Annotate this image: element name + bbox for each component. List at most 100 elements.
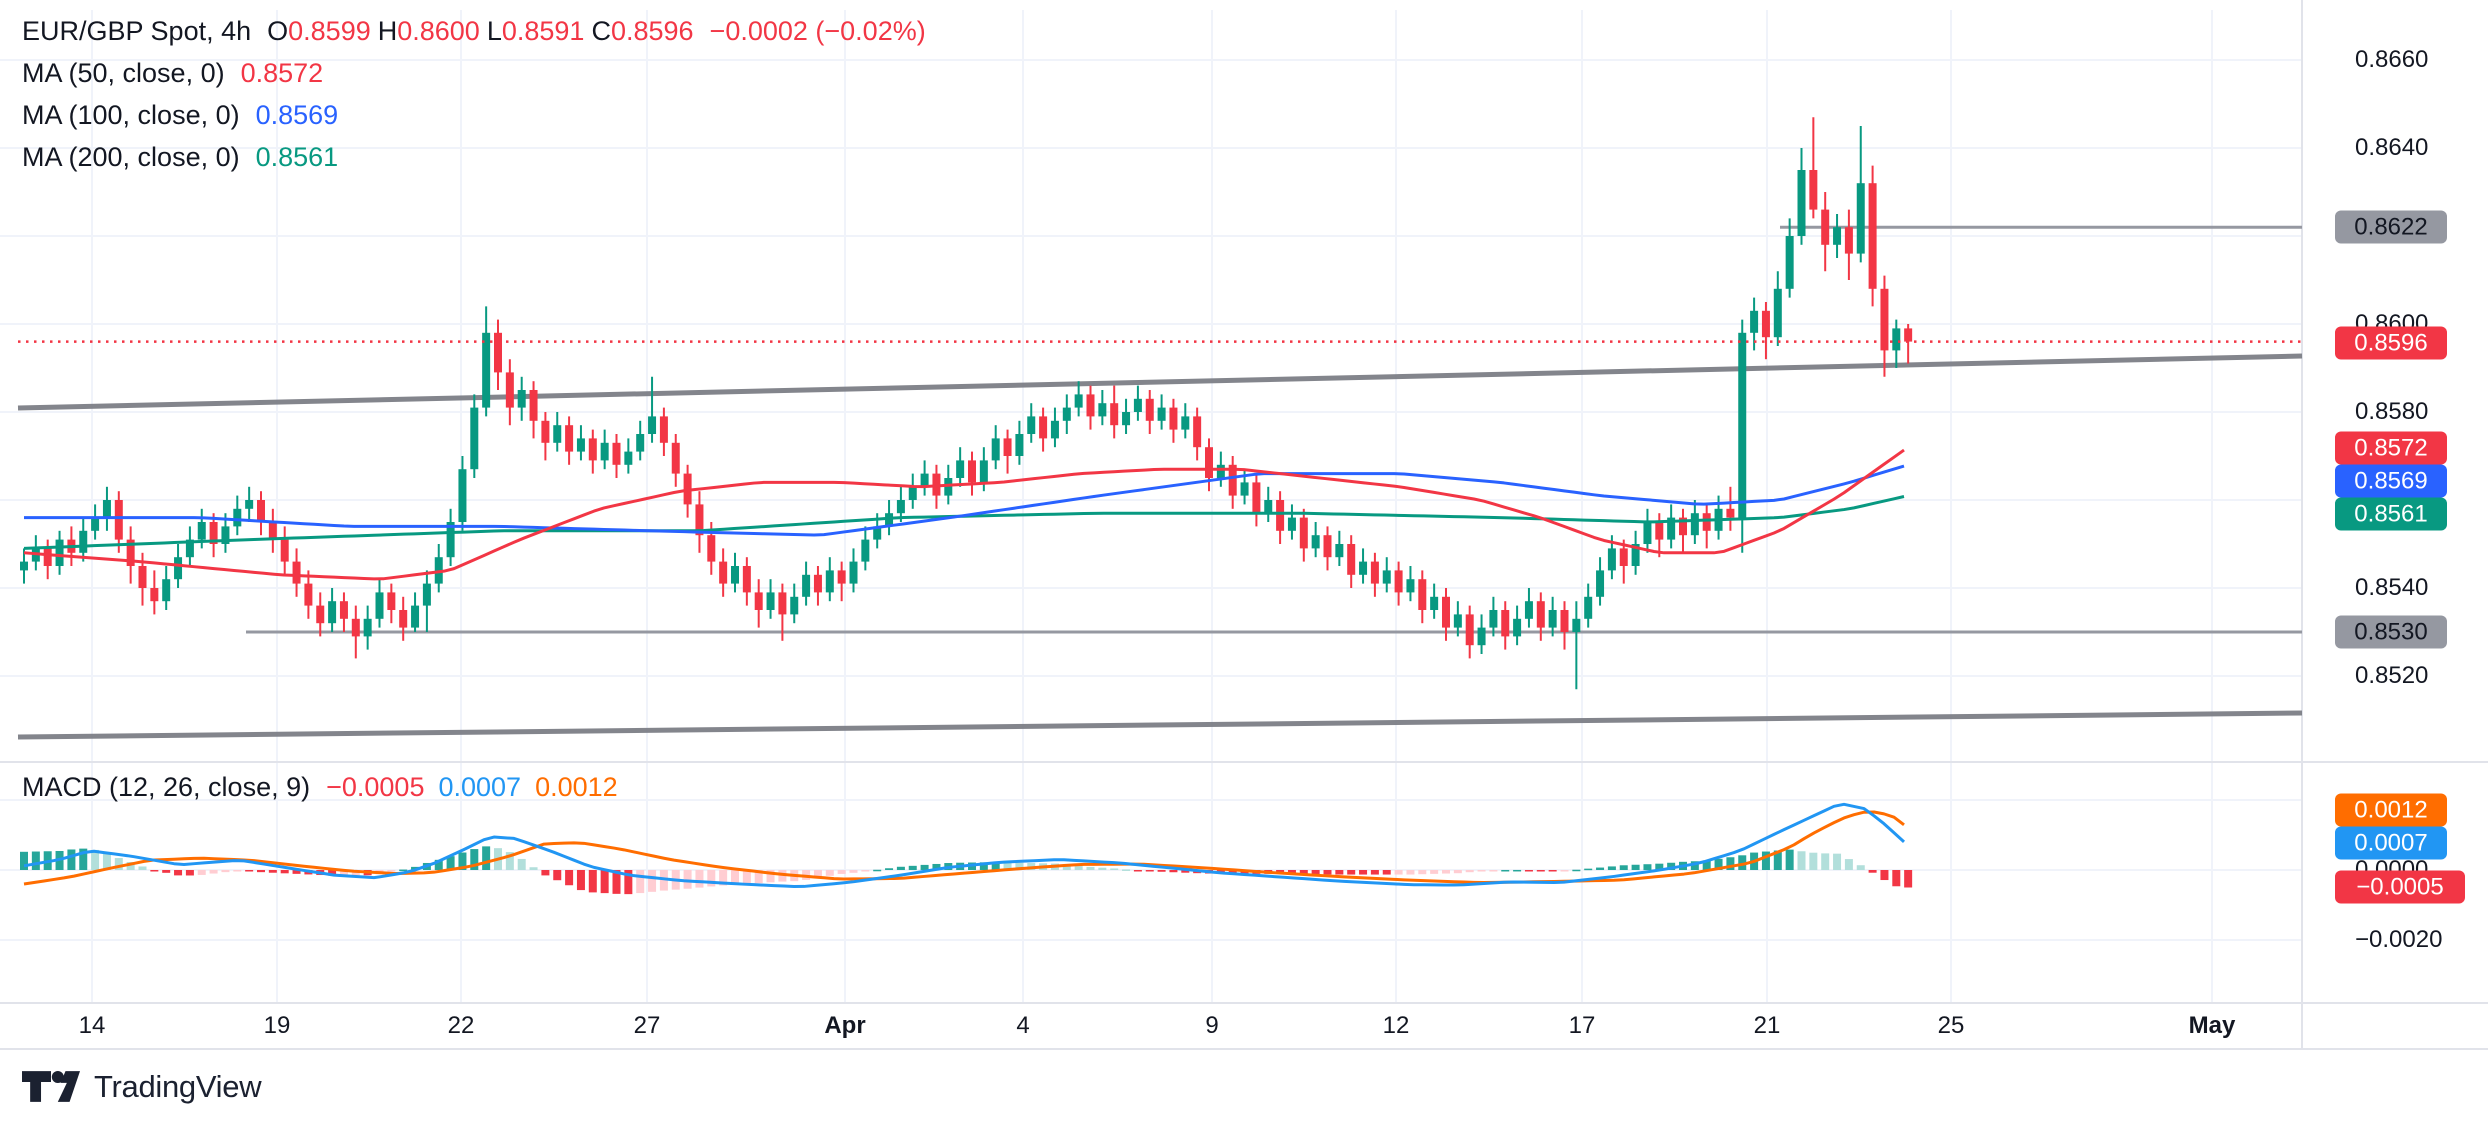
macd-histogram-bar [1501, 869, 1510, 872]
ma50-line [23, 448, 1905, 581]
candle-body [979, 460, 988, 483]
candle-body [1809, 170, 1818, 210]
macd-histogram-bar [683, 870, 692, 889]
candle-body [20, 561, 28, 571]
candle-body [387, 592, 396, 610]
change-value: −0.0002 (−0.02%) [709, 16, 926, 46]
macd-histogram-bar [1489, 870, 1498, 872]
candle-body [79, 530, 88, 553]
macd-histogram-bar [1323, 870, 1332, 875]
candle-body [873, 526, 882, 540]
candle-body [1264, 500, 1273, 514]
candle-body [446, 522, 455, 558]
candle-body [1667, 517, 1676, 540]
candle-body [1797, 170, 1806, 236]
candle-body [174, 557, 183, 580]
macd-histogram-bar [1584, 868, 1593, 871]
candle-body [494, 332, 502, 373]
legend-ma50-row[interactable]: MA (50, close, 0) 0.8572 [22, 58, 926, 100]
candle-body [1631, 544, 1640, 566]
candle-body [1536, 601, 1545, 628]
price-axis-badge: 0.8572 [2335, 431, 2447, 465]
tradingview-logo-text[interactable]: TradingView [94, 1068, 262, 1104]
candle-body [825, 570, 834, 593]
macd-histogram-bar [932, 863, 941, 870]
price-axis-label: 0.8660 [2355, 46, 2429, 73]
time-axis-label: 12 [1382, 1012, 1410, 1039]
candle-body [908, 486, 917, 500]
legend-ma100-row[interactable]: MA (100, close, 0) 0.8569 [22, 100, 926, 142]
candle-body [1773, 288, 1782, 338]
macd-histogram-bar [1406, 870, 1415, 875]
macd-histogram-bar [1074, 866, 1083, 870]
candle-body [1157, 407, 1166, 421]
macd-histogram-bar [885, 868, 894, 870]
candle-body [1738, 332, 1747, 518]
candle-body [280, 539, 289, 562]
macd-signal-value: 0.0012 [535, 772, 618, 802]
macd-histogram-bar [1619, 865, 1628, 870]
candle-body [197, 522, 206, 540]
macd-histogram-bar [1560, 870, 1569, 872]
candle-body [422, 583, 431, 606]
macd-legend-row[interactable]: MACD (12, 26, close, 9) −0.0005 0.0007 0… [22, 772, 618, 814]
price-axis-badge: 0.8596 [2335, 326, 2447, 360]
candle-body [1761, 310, 1770, 338]
macd-histogram-bar [31, 851, 40, 870]
time-axis-label: 17 [1568, 1012, 1596, 1039]
macd-histogram-bar [67, 849, 76, 870]
candle-body [257, 500, 265, 522]
candle-body [138, 566, 147, 588]
tradingview-logo-icon[interactable] [22, 1068, 80, 1105]
candle-body [1133, 398, 1142, 412]
macd-histogram-bar [1181, 870, 1190, 873]
candle-body [731, 566, 739, 584]
candle-body [659, 416, 668, 443]
macd-line [23, 802, 1906, 889]
macd-histogram-bar [245, 870, 254, 872]
candle-body [1074, 394, 1083, 408]
candle-body [600, 442, 609, 461]
macd-histogram-bar [1643, 864, 1652, 870]
candle-body [612, 442, 621, 465]
candle-body [1335, 544, 1344, 558]
candle-body [1821, 209, 1830, 245]
macd-histogram-bar [624, 870, 633, 895]
candle-body [1442, 596, 1450, 628]
candle-body [837, 570, 846, 584]
macd-histogram-bar [1904, 870, 1913, 888]
candle-body [1833, 227, 1842, 245]
macd-histogram-bar [1015, 862, 1024, 870]
candle-body [1880, 288, 1889, 351]
legend-symbol-row[interactable]: EUR/GBP Spot, 4h O 0.8599 H 0.8600 L 0.8591… [22, 16, 926, 58]
candle-body [1216, 464, 1225, 478]
macd-histogram-bar [328, 870, 337, 876]
candle-body [1003, 438, 1012, 456]
macd-histogram-bar [221, 870, 230, 873]
legend-ma200-row[interactable]: MA (200, close, 0) 0.8561 [22, 142, 926, 184]
ma50-label: MA (50, close, 0) [22, 58, 225, 88]
macd-histogram-bar [1110, 868, 1119, 870]
candle-body [707, 535, 716, 562]
candle-body [1086, 394, 1095, 417]
ohlc-high-value: 0.8600 [397, 16, 480, 46]
candle-body [1607, 548, 1616, 571]
time-axis-label: 4 [1016, 1012, 1030, 1039]
candle-body [968, 460, 976, 483]
candle-body [304, 583, 313, 606]
price-axis-label: 0.8520 [2355, 662, 2429, 689]
price-axis-label: 0.8580 [2355, 398, 2429, 425]
candle-body [1406, 579, 1415, 593]
candle-body [920, 473, 929, 487]
macd-histogram-bar [91, 849, 100, 870]
macd-histogram-bar [920, 864, 929, 870]
macd-histogram-bar [1548, 870, 1557, 872]
candle-body [1513, 618, 1522, 637]
macd-histogram-bar [1738, 855, 1747, 870]
macd-histogram-bar [1003, 862, 1012, 870]
ma200-label: MA (200, close, 0) [22, 142, 240, 172]
price-axis-label: 0.8640 [2355, 134, 2429, 161]
price-axis-badge: 0.8622 [2335, 210, 2447, 244]
macd-histogram-bar [162, 870, 171, 873]
